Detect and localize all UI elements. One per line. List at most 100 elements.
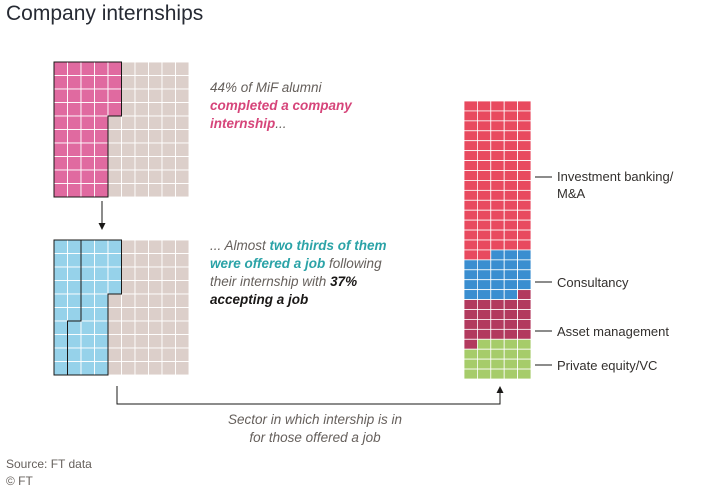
sector-cell-consultancy [490,269,505,281]
waffle1-cell [80,142,95,157]
waffle2-cell [175,253,190,268]
job-offer-note-highlight: two thirds of them were offered a job [210,238,387,271]
alumni-waffle-outline [53,61,122,198]
waffle2-cell [67,293,82,308]
sector-cell-private-equity-vc [476,368,492,380]
job-offer-note-lead: ... Almost [210,238,270,253]
waffle1-cell [67,129,82,144]
sector-cell-asset-management [503,319,519,330]
sector-cell-investment-banking-m-a [463,150,478,161]
waffle1-cell [67,61,82,76]
sector-cell-asset-management [503,328,519,340]
waffle2-cell [53,320,68,335]
waffle2-cell [107,280,122,295]
sector-cell-investment-banking-m-a [503,199,519,211]
sector-cell-investment-banking-m-a [476,120,492,132]
sector-cell-investment-banking-m-a [503,130,519,142]
waffle2-cell [175,266,190,281]
waffle1-cell [94,75,109,90]
waffle2-cell [121,266,136,281]
waffle2-cell [161,307,176,322]
waffle2-cell [134,280,149,295]
waffle2-cell [53,307,68,322]
waffle1-cell [107,75,122,90]
sector-cell-private-equity-vc [503,348,519,360]
waffle1-cell [53,129,68,144]
waffle1-cell [148,61,163,76]
sector-cell-investment-banking-m-a [490,180,505,191]
waffle1-cell [175,115,190,130]
job-offer-note-bold: 37% accepting a job [210,274,358,307]
waffle1-cell [134,75,149,90]
bracket-arrow-head [496,386,504,393]
waffle2-cell [161,334,176,349]
sector-cell-private-equity-vc [490,348,505,360]
waffle2-cell [121,293,136,308]
waffle1-cell [148,169,163,184]
waffle1-cell [107,169,122,184]
waffle1-cell [94,169,109,184]
waffle1-cell [121,129,136,144]
waffle1-cell [161,183,176,198]
sector-cell-investment-banking-m-a [476,249,492,261]
waffle2-cell [67,334,82,349]
sector-cell-asset-management [517,289,532,300]
sector-cell-consultancy [517,249,532,261]
waffle2-cell [53,239,68,254]
waffle2-cell [94,253,109,268]
waffle1-cell [94,61,109,76]
sector-cell-investment-banking-m-a [463,120,478,132]
waffle2-cell [94,293,109,308]
sector-cell-consultancy [463,289,478,300]
sector-cell-investment-banking-m-a [476,239,492,251]
sector-cell-consultancy [490,279,505,291]
label-investment-banking: Investment banking/ M&A [557,168,697,202]
waffle2-cell [161,280,176,295]
sector-cell-asset-management [463,299,478,310]
internship-note: 44% of MiF alumni completed a company in… [210,79,390,133]
sector-cell-investment-banking-m-a [490,229,505,241]
sector-cell-private-equity-vc [517,358,532,370]
sector-cell-private-equity-vc [517,368,532,380]
sector-cell-investment-banking-m-a [517,229,532,241]
waffle2-cell [134,253,149,268]
internship-note-highlight: completed a company internship [210,98,352,131]
waffle2-cell [175,361,190,376]
sector-caption: Sector in which intership is in for thos… [185,411,445,447]
sector-cell-investment-banking-m-a [463,140,478,152]
waffle2-cell [80,293,95,308]
waffle1-cell [94,142,109,157]
waffle1-cell [161,75,176,90]
waffle1-cell [161,129,176,144]
waffle1-cell [53,115,68,130]
sector-cell-private-equity-vc [503,358,519,370]
waffle2-cell [175,320,190,335]
sector-cell-investment-banking-m-a [517,219,532,231]
sector-cell-investment-banking-m-a [517,140,532,152]
sector-cell-investment-banking-m-a [476,130,492,142]
waffle2-cell [148,239,163,254]
waffle1-cell [80,61,95,76]
waffle1-cell [175,75,190,90]
sector-cell-investment-banking-m-a [503,120,519,132]
waffle2-cell [94,320,109,335]
waffle2-cell [175,334,190,349]
waffle1-cell [53,156,68,171]
sector-cell-investment-banking-m-a [490,219,505,231]
sector-cell-private-equity-vc [490,368,505,380]
sector-cell-asset-management [463,338,478,350]
sector-cell-consultancy [463,259,478,271]
waffle1-cell [67,142,82,157]
sector-waffle [463,100,532,380]
waffle2-cell [94,361,109,376]
sector-cell-investment-banking-m-a [490,170,505,181]
sector-cell-private-equity-vc [476,348,492,360]
sector-cell-investment-banking-m-a [517,189,532,201]
sector-cell-consultancy [476,269,492,281]
waffle2-cell [161,239,176,254]
waffle2-cell [175,307,190,322]
sector-cell-investment-banking-m-a [503,150,519,161]
waffle1-cell [107,102,122,117]
waffle2-cell [121,239,136,254]
waffle2-cell [134,334,149,349]
